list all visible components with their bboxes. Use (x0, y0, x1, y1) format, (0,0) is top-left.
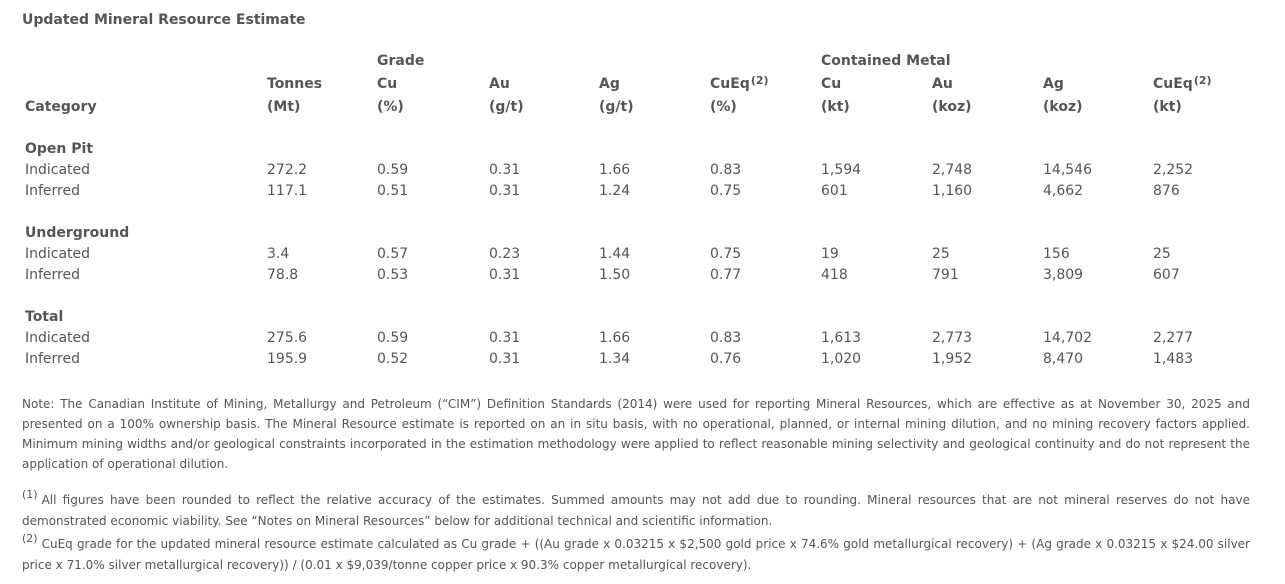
cell-underground-inferred-au-grade: 0.31 (489, 267, 521, 283)
cell-underground-inferred-cu-grade: 0.53 (377, 267, 409, 283)
cell-total-inferred-ag-metal: 8,470 (1043, 351, 1084, 367)
header-cu-metal: Cu (821, 76, 842, 92)
row-underground-inferred-category: Inferred (25, 267, 81, 283)
cell-open-pit-indicated-au-metal: 2,748 (932, 162, 973, 178)
cell-open-pit-indicated-cu-metal: 1,594 (821, 162, 862, 178)
header-cu-grade-unit: (%) (377, 99, 404, 115)
cell-underground-inferred-cu-metal: 418 (821, 267, 848, 283)
row-total-indicated-category: Indicated (25, 330, 91, 346)
header-category: Category (25, 99, 97, 115)
header-au-metal-unit: (koz) (932, 99, 972, 115)
header-cueq-grade-footnote-mark: (2) (750, 74, 769, 87)
cell-underground-inferred-cueq-grade: 0.77 (710, 267, 742, 283)
cell-open-pit-inferred-ag-grade: 1.24 (599, 183, 631, 199)
cell-underground-indicated-cueq-metal: 25 (1153, 246, 1171, 262)
note-paragraph: Note: The Canadian Institute of Mining, … (22, 397, 1250, 471)
cell-total-indicated-cu-grade: 0.59 (377, 330, 409, 346)
footnote-1-mark: (1) (22, 488, 38, 501)
page-title: Updated Mineral Resource Estimate (22, 12, 306, 28)
cell-underground-indicated-tonnes: 3.4 (267, 246, 290, 262)
header-cueq-metal-label: CuEq (1153, 76, 1193, 92)
cell-total-indicated-cueq-metal: 2,277 (1153, 330, 1194, 346)
row-underground-indicated-category: Indicated (25, 246, 91, 262)
header-ag-grade: Ag (599, 76, 620, 92)
cell-open-pit-inferred-au-metal: 1,160 (932, 183, 973, 199)
cell-total-inferred-cu-metal: 1,020 (821, 351, 862, 367)
cell-open-pit-inferred-tonnes: 117.1 (267, 183, 308, 199)
cell-total-inferred-ag-grade: 1.34 (599, 351, 631, 367)
cell-open-pit-inferred-cueq-grade: 0.75 (710, 183, 742, 199)
header-tonnes: Tonnes (267, 76, 323, 92)
header-au-grade: Au (489, 76, 510, 92)
footnote-2-text: CuEq grade for the updated mineral resou… (22, 537, 1250, 572)
header-au-metal: Au (932, 76, 953, 92)
header-cueq-metal-footnote-mark: (2) (1193, 74, 1212, 87)
footnote-2: (2) CuEq grade for the updated mineral re… (22, 532, 1250, 575)
cell-open-pit-inferred-cueq-metal: 876 (1153, 183, 1180, 199)
cell-open-pit-inferred-cu-metal: 601 (821, 183, 848, 199)
cell-open-pit-indicated-cueq-grade: 0.83 (710, 162, 742, 178)
cell-underground-inferred-ag-metal: 3,809 (1043, 267, 1084, 283)
footnote-2-mark: (2) (22, 532, 38, 545)
cell-open-pit-indicated-cu-grade: 0.59 (377, 162, 409, 178)
cell-total-inferred-cueq-grade: 0.76 (710, 351, 742, 367)
cell-open-pit-indicated-ag-metal: 14,546 (1043, 162, 1092, 178)
cell-total-inferred-cueq-metal: 1,483 (1153, 351, 1194, 367)
cell-total-indicated-ag-metal: 14,702 (1043, 330, 1092, 346)
row-total-inferred-category: Inferred (25, 351, 81, 367)
cell-underground-inferred-ag-grade: 1.50 (599, 267, 631, 283)
section-underground: Underground (25, 225, 130, 241)
cell-underground-indicated-cu-metal: 19 (821, 246, 839, 262)
header-group-grade: Grade (377, 53, 425, 69)
cell-open-pit-inferred-cu-grade: 0.51 (377, 183, 409, 199)
cell-underground-indicated-au-metal: 25 (932, 246, 950, 262)
cell-open-pit-indicated-tonnes: 272.2 (267, 162, 308, 178)
cell-underground-inferred-cueq-metal: 607 (1153, 267, 1180, 283)
cell-underground-indicated-cueq-grade: 0.75 (710, 246, 742, 262)
cell-open-pit-indicated-au-grade: 0.31 (489, 162, 521, 178)
header-cu-metal-unit: (kt) (821, 99, 850, 115)
row-open-pit-inferred-category: Inferred (25, 183, 81, 199)
cell-underground-inferred-au-metal: 791 (932, 267, 959, 283)
section-open-pit: Open Pit (25, 141, 94, 157)
cell-total-indicated-au-metal: 2,773 (932, 330, 973, 346)
row-open-pit-indicated-category: Indicated (25, 162, 91, 178)
cell-total-indicated-cueq-grade: 0.83 (710, 330, 742, 346)
header-tonnes-unit: (Mt) (267, 99, 301, 115)
cell-open-pit-inferred-ag-metal: 4,662 (1043, 183, 1084, 199)
cell-total-indicated-au-grade: 0.31 (489, 330, 521, 346)
cell-open-pit-indicated-ag-grade: 1.66 (599, 162, 631, 178)
header-cueq-metal: CuEq(2) (1153, 74, 1212, 93)
header-cueq-grade: CuEq(2) (710, 74, 769, 93)
footnote-1-text: All figures have been rounded to reflect… (22, 493, 1250, 528)
cell-open-pit-inferred-au-grade: 0.31 (489, 183, 521, 199)
header-ag-metal: Ag (1043, 76, 1064, 92)
cell-underground-indicated-au-grade: 0.23 (489, 246, 521, 262)
header-au-grade-unit: (g/t) (489, 99, 524, 115)
section-total: Total (25, 309, 64, 325)
cell-total-inferred-cu-grade: 0.52 (377, 351, 409, 367)
header-cueq-grade-unit: (%) (710, 99, 737, 115)
cell-underground-indicated-ag-grade: 1.44 (599, 246, 631, 262)
header-ag-metal-unit: (koz) (1043, 99, 1083, 115)
header-cueq-grade-label: CuEq (710, 76, 750, 92)
cell-underground-inferred-tonnes: 78.8 (267, 267, 299, 283)
header-cueq-metal-unit: (kt) (1153, 99, 1182, 115)
cell-total-inferred-tonnes: 195.9 (267, 351, 308, 367)
header-group-contained-metal: Contained Metal (821, 53, 951, 69)
cell-underground-indicated-ag-metal: 156 (1043, 246, 1070, 262)
cell-total-indicated-cu-metal: 1,613 (821, 330, 862, 346)
cell-open-pit-indicated-cueq-metal: 2,252 (1153, 162, 1194, 178)
footnote-1: (1) All figures have been rounded to refl… (22, 488, 1250, 531)
cell-total-inferred-au-grade: 0.31 (489, 351, 521, 367)
cell-underground-indicated-cu-grade: 0.57 (377, 246, 409, 262)
cell-total-indicated-ag-grade: 1.66 (599, 330, 631, 346)
cell-total-inferred-au-metal: 1,952 (932, 351, 973, 367)
header-ag-grade-unit: (g/t) (599, 99, 634, 115)
header-cu-grade: Cu (377, 76, 398, 92)
cell-total-indicated-tonnes: 275.6 (267, 330, 308, 346)
